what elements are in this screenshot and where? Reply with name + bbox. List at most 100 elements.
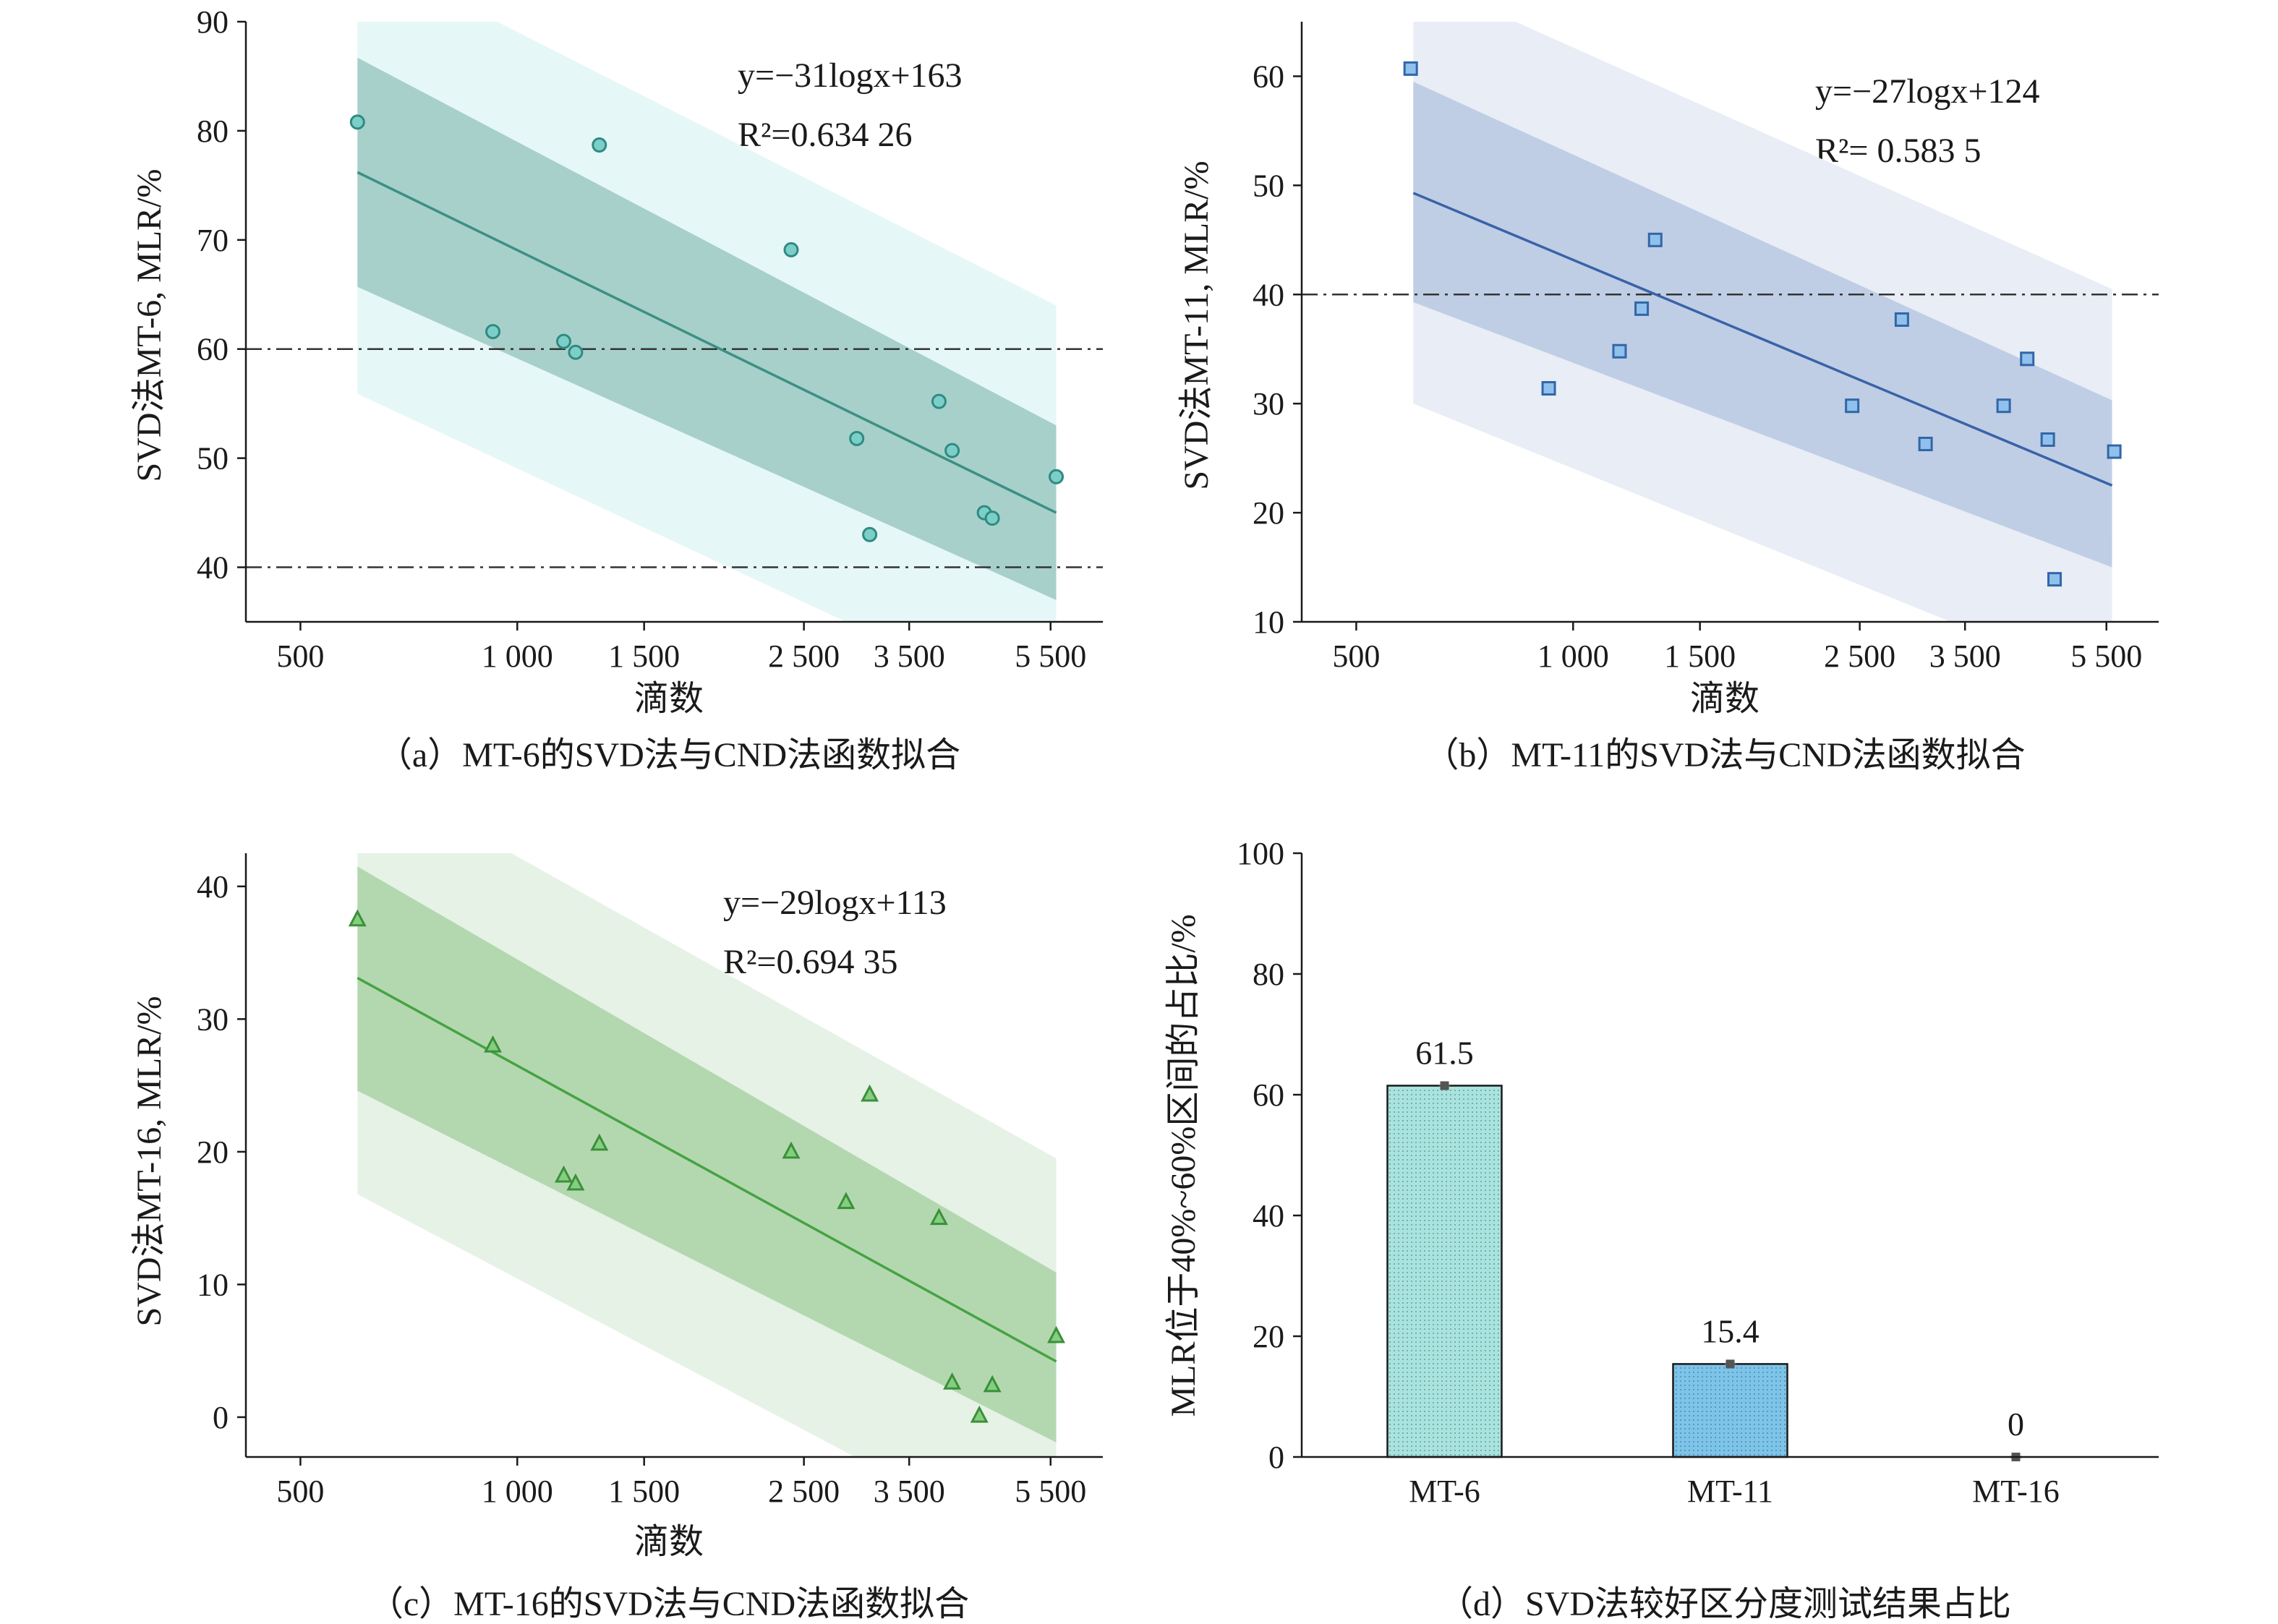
x-axis-label: 滴数	[634, 680, 704, 718]
x-tick-label: 1 000	[482, 638, 553, 674]
data-point	[783, 242, 799, 257]
y-axis-label: SVD法MT-11, MLR/%	[1177, 161, 1216, 490]
plot-area-b: 10 20 30 40 50 60 500 1 000 1 500 2 500 3 500 5 500	[1253, 22, 2159, 674]
data-point	[1403, 61, 1418, 76]
plot-contents	[348, 853, 1066, 1457]
y-axis-label: SVD法MT-6, MLR/%	[130, 169, 168, 482]
x-tick-label: MT-16	[1972, 1474, 2060, 1509]
x-axis-label: 滴数	[634, 1523, 704, 1561]
fit-line	[357, 976, 1057, 1363]
y-tick-label: 40	[1253, 1198, 1284, 1234]
r2-label: R²= 0.583 5	[1815, 132, 1981, 170]
confidence-band	[1413, 82, 2112, 568]
x-axis-label: 滴数	[1690, 680, 1759, 718]
data-point	[484, 1035, 503, 1053]
confidence-band	[357, 57, 1057, 600]
data-point	[1918, 437, 1933, 452]
x-tick-label: 2 500	[768, 1474, 840, 1509]
y-tick-label: 50	[1253, 168, 1284, 203]
data-point	[837, 1192, 856, 1210]
data-point	[2107, 444, 2122, 459]
data-point	[590, 1133, 609, 1151]
panel-d: MLR位于40%~60%区间的占比/% （d）SVD法较好区分度测试结果占比	[1164, 914, 2011, 1623]
data-point	[1541, 381, 1556, 396]
data-point	[1845, 398, 1860, 414]
data-point	[1996, 398, 2011, 414]
x-tick-label: 2 500	[1824, 638, 1895, 674]
data-point	[554, 1165, 573, 1183]
data-point	[592, 137, 607, 153]
x-tick-label: MT-11	[1687, 1474, 1773, 1509]
y-tick-label: 20	[197, 1134, 229, 1170]
x-tick-label: 3 500	[1929, 638, 2001, 674]
caption: （d）SVD法较好区分度测试结果占比	[1438, 1585, 2011, 1623]
x-tick-label: 1 500	[608, 1474, 680, 1509]
x-tick-label: 1 500	[1664, 638, 1736, 674]
y-tick-label: 40	[1253, 277, 1284, 312]
panel-c: y=−29logx+113 R²=0.694 35 滴数 SVD法MT-16, …	[130, 884, 969, 1623]
error-bar-marker	[1725, 1359, 1735, 1369]
y-tick-label: 20	[1253, 1319, 1284, 1354]
y-tick-label: 0	[213, 1400, 229, 1435]
equation-label: y=−29logx+113	[723, 884, 947, 922]
data-point	[2047, 572, 2062, 587]
y-axis-label: SVD法MT-16, MLR/%	[130, 996, 168, 1327]
panel-a: y=−31logx+163 R²=0.634 26 滴数 SVD法MT-6, M…	[130, 56, 963, 774]
y-tick-label: 10	[197, 1267, 229, 1302]
y-tick-label: 90	[197, 4, 229, 40]
fit-line	[1412, 192, 2113, 487]
data-point	[555, 333, 571, 349]
caption: （a）MT-6的SVD法与CND法函数拟合	[377, 736, 960, 774]
data-point	[2040, 432, 2055, 447]
data-label: 0	[2008, 1406, 2024, 1443]
caption: （c）MT-16的SVD法与CND法函数拟合	[369, 1585, 969, 1623]
data-point	[2020, 351, 2035, 367]
x-tick-label: 1 500	[608, 638, 680, 674]
y-tick-label: 60	[1253, 1077, 1284, 1113]
panel-b: y=−27logx+124 R²= 0.583 5 滴数 SVD法MT-11, …	[1177, 72, 2040, 774]
bar-outline	[1672, 1363, 1788, 1458]
x-tick-label: 3 500	[874, 638, 945, 674]
y-tick-label: 60	[1253, 59, 1284, 94]
y-tick-label: 0	[1268, 1440, 1284, 1475]
data-point	[348, 909, 367, 927]
data-point	[1612, 343, 1627, 359]
data-point	[862, 526, 878, 542]
y-tick-label: 20	[1253, 495, 1284, 531]
y-tick-label: 70	[197, 223, 229, 258]
data-point	[782, 1141, 801, 1159]
data-point	[984, 510, 1000, 526]
y-tick-label: 60	[197, 332, 229, 367]
x-tick-label: 500	[1332, 638, 1380, 674]
x-tick-label: 500	[276, 638, 324, 674]
data-point	[1894, 312, 1909, 327]
data-point	[970, 1405, 989, 1423]
x-tick-label: 2 500	[768, 638, 840, 674]
fit-line	[357, 171, 1057, 514]
data-point	[568, 344, 584, 360]
x-tick-label: 5 500	[1015, 1474, 1086, 1509]
plot-area-a: 40 50 60 70 80 90 500 1 000 1 500 2 500 3 500 5 500	[197, 4, 1103, 674]
data-point	[931, 393, 947, 409]
x-tick-label: 500	[276, 1474, 324, 1509]
x-tick-label: 3 500	[874, 1474, 945, 1509]
data-point	[1047, 1325, 1066, 1343]
data-point	[861, 1084, 879, 1102]
x-tick-label: 5 500	[2070, 638, 2142, 674]
data-point	[943, 1372, 962, 1390]
plot-area-d: 61.5 MT-6 15.4 MT-11 0 MT-16 0 20 40 60 80 100	[1237, 836, 2159, 1509]
confidence-band	[357, 866, 1057, 1443]
data-point	[485, 324, 501, 340]
data-point	[349, 114, 365, 130]
data-point	[983, 1375, 1002, 1393]
data-point	[849, 430, 865, 446]
caption: （b）MT-11的SVD法与CND法函数拟合	[1424, 736, 2025, 774]
y-tick-label: 80	[1253, 957, 1284, 992]
y-tick-label: 100	[1237, 836, 1284, 871]
y-axis-label: MLR位于40%~60%区间的占比/%	[1164, 914, 1203, 1416]
x-tick-label: MT-6	[1409, 1474, 1480, 1509]
y-tick-label: 10	[1253, 604, 1284, 640]
equation-label: y=−31logx+163	[738, 56, 963, 95]
data-point	[1647, 232, 1663, 247]
